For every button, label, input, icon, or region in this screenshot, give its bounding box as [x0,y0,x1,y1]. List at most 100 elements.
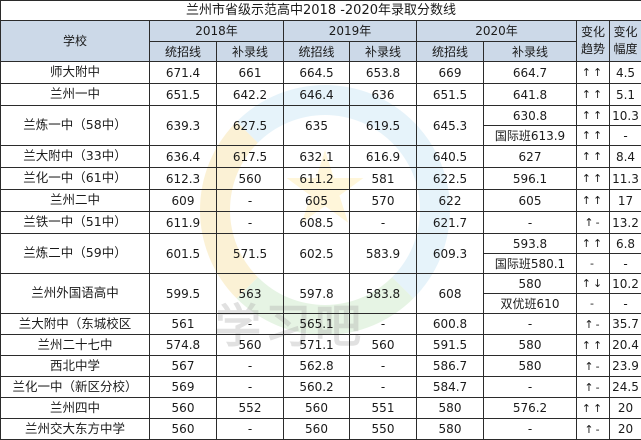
cell-tongzhao-2018: 560 [150,398,217,419]
cell-range: 8.4 [610,146,641,168]
cell-bulu-2020: 580 [484,274,577,294]
cell-tongzhao-2019: 608.5 [284,212,350,234]
cell-bulu-2020: 580 [484,335,577,356]
cell-trend: ↑- [577,314,610,335]
cell-bulu-2019: 583.8 [350,274,417,314]
school-name: 兰州交大东方中学 [1,419,150,440]
table-row: 兰大附中（东城校区 561 - 565.1 - 600.8 - ↑- 35.7 [1,314,641,335]
cell-bulu-2020: - [484,377,577,398]
header-tongzhao-2018: 统招线 [150,42,217,62]
cell-bulu-2019: 570 [350,190,417,212]
cell-bulu-2018: 642.2 [217,84,284,106]
cell-bulu-2019: 551 [350,398,417,419]
cell-bulu-2018: 560 [217,335,284,356]
cell-tongzhao-2020: 621.7 [417,212,484,234]
cell-tongzhao-2020: 622 [417,190,484,212]
cell-bulu-2019: 550 [350,419,417,440]
cell-bulu-2018: - [217,419,284,440]
header-range: 变化 幅度 [610,21,641,62]
cell-tongzhao-2020: 586.7 [417,356,484,377]
header-bulu-2018: 补录线 [217,42,284,62]
school-name: 兰炼二中（59中） [1,234,150,274]
cell-trend: ↑↑ [577,146,610,168]
cell-tongzhao-2018: 561 [150,314,217,335]
cell-tongzhao-2020: 640.5 [417,146,484,168]
cell-tongzhao-2019: 571.1 [284,335,350,356]
table-row: 兰州二十七中 574.8 560 571.1 560 591.5 580 ↑↑ … [1,335,641,356]
cell-tongzhao-2020: 669 [417,62,484,84]
cell-tongzhao-2019: 560.2 [284,377,350,398]
cell-bulu-2020: 593.8 [484,234,577,254]
header-tongzhao-2019: 统招线 [284,42,350,62]
cell-tongzhao-2020: 584.7 [417,377,484,398]
school-name: 西北中学 [1,356,150,377]
table-title: 兰州市省级示范高中2018 -2020年录取分数线 [1,1,641,21]
cell-tongzhao-2020: 622.5 [417,168,484,190]
cell-tongzhao-2019: 560 [284,419,350,440]
cell-tongzhao-2020: 600.8 [417,314,484,335]
cell-trend: ↑↑ [577,126,610,146]
cell-bulu-2019: 653.8 [350,62,417,84]
cell-tongzhao-2018: 612.3 [150,168,217,190]
cell-bulu-2020: 664.7 [484,62,577,84]
school-name: 兰州二十七中 [1,335,150,356]
cell-tongzhao-2020: 591.5 [417,335,484,356]
cell-bulu-2020: 605 [484,190,577,212]
school-name: 兰州二中 [1,190,150,212]
school-name: 兰化一中（新区分校） [1,377,150,398]
school-name: 兰大附中（东城校区 [1,314,150,335]
table-row: 兰州外国语高中 599.5 563 597.8 583.8 608 580 ↑↓… [1,274,641,294]
cell-trend: ↑↑ [577,234,610,254]
cell-range: 17 [610,190,641,212]
table-row: 兰炼二中（59中） 601.5 571.5 602.5 583.9 609.3 … [1,234,641,254]
cell-bulu-2018: 552 [217,398,284,419]
cell-range: 6.8 [610,234,641,254]
table-row: 兰州二中 609 - 605 570 622 605 ↑↑ 17 [1,190,641,212]
cell-trend: ↑↑ [577,84,610,106]
cell-bulu-2018: 563 [217,274,284,314]
cell-bulu-2020-extra: 双优班610 [484,294,577,314]
cell-tongzhao-2018: 651.5 [150,84,217,106]
school-name: 兰州一中 [1,84,150,106]
school-name: 兰州外国语高中 [1,274,150,314]
cell-tongzhao-2018: 574.8 [150,335,217,356]
cell-tongzhao-2019: 611.2 [284,168,350,190]
cell-tongzhao-2020: 608 [417,274,484,314]
header-2018: 2018年 [150,21,284,42]
cell-trend: ↑↑ [577,62,610,84]
cell-range: 20.4 [610,335,641,356]
table-row: 兰大附中（33中） 636.4 617.5 632.1 616.9 640.5 … [1,146,641,168]
cell-bulu-2020: - [484,314,577,335]
cell-bulu-2018: - [217,356,284,377]
cell-tongzhao-2019: 632.1 [284,146,350,168]
cell-bulu-2019: 583.9 [350,234,417,274]
cell-tongzhao-2018: 636.4 [150,146,217,168]
cell-bulu-2019: - [350,356,417,377]
cell-bulu-2020: 596.1 [484,168,577,190]
header-tongzhao-2020: 统招线 [417,42,484,62]
cell-tongzhao-2018: 569 [150,377,217,398]
cell-bulu-2019: 581 [350,168,417,190]
cell-tongzhao-2019: 664.5 [284,62,350,84]
cell-trend: ↑↑ [577,106,610,126]
cell-trend: - [577,254,610,274]
school-name: 兰大附中（33中） [1,146,150,168]
cell-range: 10.3 [610,106,641,126]
cell-range: - [610,254,641,274]
cell-range: 35.7 [610,314,641,335]
cell-tongzhao-2020: 609.3 [417,234,484,274]
header-2020: 2020年 [417,21,577,42]
cell-trend: ↑- [577,212,610,234]
cell-bulu-2019: - [350,314,417,335]
header-school: 学校 [1,21,150,62]
cell-trend: ↑- [577,419,610,440]
cell-bulu-2019: 616.9 [350,146,417,168]
cell-trend: ↑↑ [577,168,610,190]
cell-range: 10.2 [610,274,641,294]
cell-range: 23.9 [610,356,641,377]
cell-bulu-2020: 641.8 [484,84,577,106]
cell-tongzhao-2018: 560 [150,419,217,440]
school-name: 兰炼一中（58中） [1,106,150,146]
cell-range: 24.5 [610,377,641,398]
